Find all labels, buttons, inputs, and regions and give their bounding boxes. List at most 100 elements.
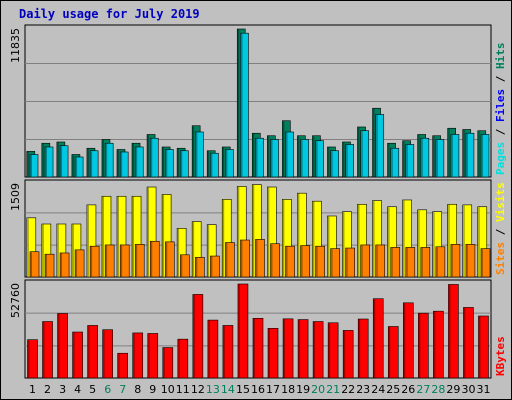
bar-sites xyxy=(375,244,386,278)
bar-kbytes xyxy=(297,319,309,379)
x-tick-label: 20 xyxy=(311,383,325,396)
bar-files xyxy=(390,147,400,178)
legend-item-4: Hits xyxy=(494,43,507,70)
bar-kbytes xyxy=(267,327,279,379)
x-tick-label: 9 xyxy=(149,383,156,396)
bar-kbytes xyxy=(448,284,459,379)
y-max-label: 1509 xyxy=(9,183,22,211)
bar-sites xyxy=(255,239,265,278)
bar-sites xyxy=(225,242,235,278)
bar-kbytes xyxy=(42,321,53,379)
x-tick-label: 30 xyxy=(462,383,476,396)
bar-kbytes xyxy=(177,338,189,379)
bar-sites xyxy=(149,240,160,278)
bar-kbytes xyxy=(72,331,83,379)
bar-kbytes xyxy=(117,352,128,379)
bar-files xyxy=(405,144,415,178)
bar-kbytes xyxy=(132,332,144,379)
bar-kbytes xyxy=(222,325,234,379)
x-tick-label: 29 xyxy=(446,383,460,396)
bar-sites xyxy=(44,253,55,278)
legend-item-2: Visits xyxy=(494,182,507,222)
bar-files xyxy=(480,134,490,178)
bar-files xyxy=(149,137,159,178)
bar-files xyxy=(29,154,39,178)
x-tick-label: 23 xyxy=(356,383,370,396)
bar-sites xyxy=(240,239,250,278)
bar-sites xyxy=(285,245,295,278)
bar-sites xyxy=(330,248,340,278)
bar-kbytes xyxy=(478,315,489,379)
bar-files xyxy=(450,134,460,178)
legend-item-0: KBytes xyxy=(494,336,507,376)
bar-sites xyxy=(195,256,205,278)
panel-hits-files-pages: 11835 Pages / Files / Hits xyxy=(9,24,507,178)
bar-sites xyxy=(134,244,145,278)
x-tick-label: 10 xyxy=(161,383,175,396)
x-tick-label: 6 xyxy=(104,383,111,396)
bar-files xyxy=(119,151,129,178)
bar-kbytes xyxy=(282,318,294,379)
bar-kbytes xyxy=(387,326,399,379)
x-tick-label: 24 xyxy=(371,383,385,396)
bar-sites xyxy=(315,245,325,278)
bar-kbytes xyxy=(357,318,369,379)
bar-sites xyxy=(104,244,115,278)
x-tick-label: 16 xyxy=(251,383,265,396)
panel-visits-sites: 1509 Sites / Visits xyxy=(9,179,507,278)
bar-files xyxy=(420,137,430,178)
bar-kbytes xyxy=(372,298,384,379)
bar-kbytes xyxy=(252,318,264,379)
x-tick-label: 13 xyxy=(206,383,220,396)
legend-visits-sites: Sites / Visits xyxy=(494,182,507,275)
bar-kbytes xyxy=(342,330,354,379)
legend-item-1: / xyxy=(494,222,507,242)
bar-sites xyxy=(360,244,371,278)
bar-sites xyxy=(164,241,175,278)
bar-sites xyxy=(300,245,310,278)
x-tick-label: 7 xyxy=(119,383,126,396)
x-tick-label: 25 xyxy=(386,383,400,396)
x-tick-label: 1 xyxy=(29,383,36,396)
bar-files xyxy=(164,149,174,178)
bar-files xyxy=(74,156,84,178)
x-tick-label: 31 xyxy=(477,383,491,396)
bar-files xyxy=(285,131,294,178)
bar-kbytes xyxy=(433,310,444,379)
bar-files xyxy=(44,146,54,178)
legend-hits-files-pages: Pages / Files / Hits xyxy=(494,43,507,176)
legend-kbytes: KBytes xyxy=(494,336,507,376)
x-tick-label: 11 xyxy=(176,383,190,396)
bar-sites xyxy=(420,247,431,278)
bar-sites xyxy=(345,247,355,278)
x-tick-label: 2 xyxy=(44,383,51,396)
x-tick-label: 21 xyxy=(326,383,340,396)
x-tick-label: 8 xyxy=(134,383,141,396)
x-tick-label: 12 xyxy=(191,383,205,396)
bar-sites xyxy=(74,249,85,278)
bar-files xyxy=(195,131,204,178)
x-tick-label: 4 xyxy=(74,383,81,396)
panel-kbytes: 52760 KBytes xyxy=(9,279,507,379)
x-tick-label: 27 xyxy=(416,383,430,396)
bar-files xyxy=(134,146,144,178)
bar-kbytes xyxy=(162,347,174,379)
legend-item-1: / xyxy=(494,122,507,142)
bar-files xyxy=(104,142,114,178)
x-tick-label: 18 xyxy=(281,383,295,396)
bar-sites xyxy=(405,247,416,278)
bar-kbytes xyxy=(207,319,219,379)
bar-files xyxy=(375,114,385,178)
x-tick-label: 14 xyxy=(221,383,235,396)
x-axis-labels: 1 2 3 4 5 6 7 8 9 10 11 12 13 14 15 16 17 18 19 20 21 22 23 24 2… xyxy=(29,383,491,396)
x-tick-label: 5 xyxy=(89,383,96,396)
bar-kbytes xyxy=(192,294,204,379)
bar-sites xyxy=(119,244,130,278)
bar-files xyxy=(255,137,264,178)
bar-kbytes xyxy=(418,312,429,379)
legend-item-0: Pages xyxy=(494,142,507,175)
bar-files xyxy=(59,145,69,178)
bar-sites xyxy=(210,255,220,278)
x-tick-label: 17 xyxy=(266,383,280,396)
